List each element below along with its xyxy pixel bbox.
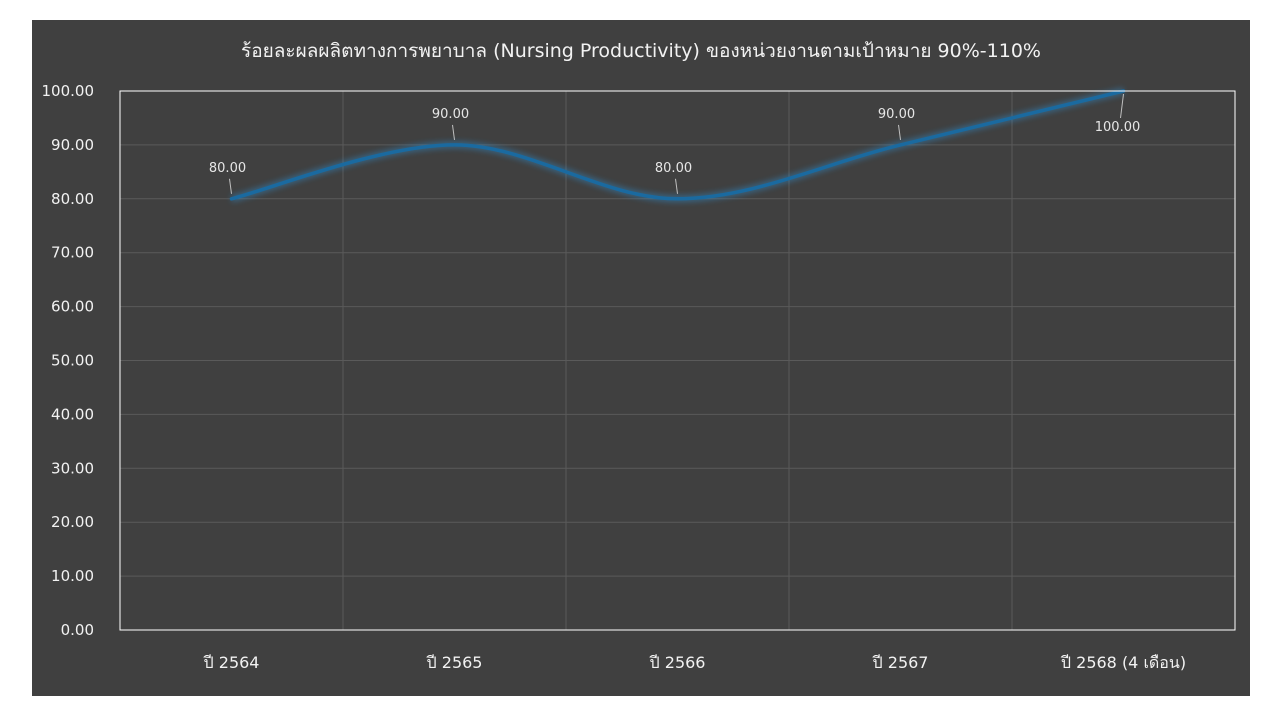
y-tick-label: 80.00 xyxy=(51,190,94,208)
line-chart: ร้อยละผลผลิตทางการพยาบาล (Nursing Produc… xyxy=(42,40,1236,672)
x-tick-label: ปี 2566 xyxy=(649,653,705,672)
data-label-leader xyxy=(229,178,232,194)
data-label: 80.00 xyxy=(655,161,692,176)
data-label-leader xyxy=(675,178,678,194)
data-point xyxy=(230,197,233,201)
y-tick-label: 0.00 xyxy=(61,621,94,639)
data-label: 90.00 xyxy=(432,107,469,122)
plot-area-border xyxy=(119,90,1236,631)
data-point xyxy=(899,143,902,147)
y-tick-label: 90.00 xyxy=(51,136,94,154)
y-tick-label: 10.00 xyxy=(51,567,94,585)
y-tick-label: 100.00 xyxy=(42,82,95,100)
x-tick-label: ปี 2565 xyxy=(426,653,482,672)
x-tick-label: ปี 2568 (4 เดือน) xyxy=(1060,653,1186,672)
data-point xyxy=(676,197,679,201)
data-label: 100.00 xyxy=(1095,120,1141,135)
y-tick-label: 40.00 xyxy=(51,405,94,423)
data-label-leader xyxy=(1120,93,1124,119)
y-tick-label: 30.00 xyxy=(51,459,94,477)
x-tick-label: ปี 2567 xyxy=(872,653,928,672)
data-label: 90.00 xyxy=(878,107,915,122)
data-label-leader xyxy=(452,124,455,140)
data-label: 80.00 xyxy=(209,161,246,176)
y-tick-label: 60.00 xyxy=(51,298,94,316)
y-tick-label: 50.00 xyxy=(51,352,94,370)
data-label-leader xyxy=(898,124,901,140)
y-tick-label: 70.00 xyxy=(51,244,94,262)
data-point xyxy=(453,143,456,147)
y-tick-label: 20.00 xyxy=(51,513,94,531)
x-tick-label: ปี 2564 xyxy=(203,653,259,672)
chart-panel: ร้อยละผลผลิตทางการพยาบาล (Nursing Produc… xyxy=(32,20,1250,696)
chart-title: ร้อยละผลผลิตทางการพยาบาล (Nursing Produc… xyxy=(241,40,1041,62)
